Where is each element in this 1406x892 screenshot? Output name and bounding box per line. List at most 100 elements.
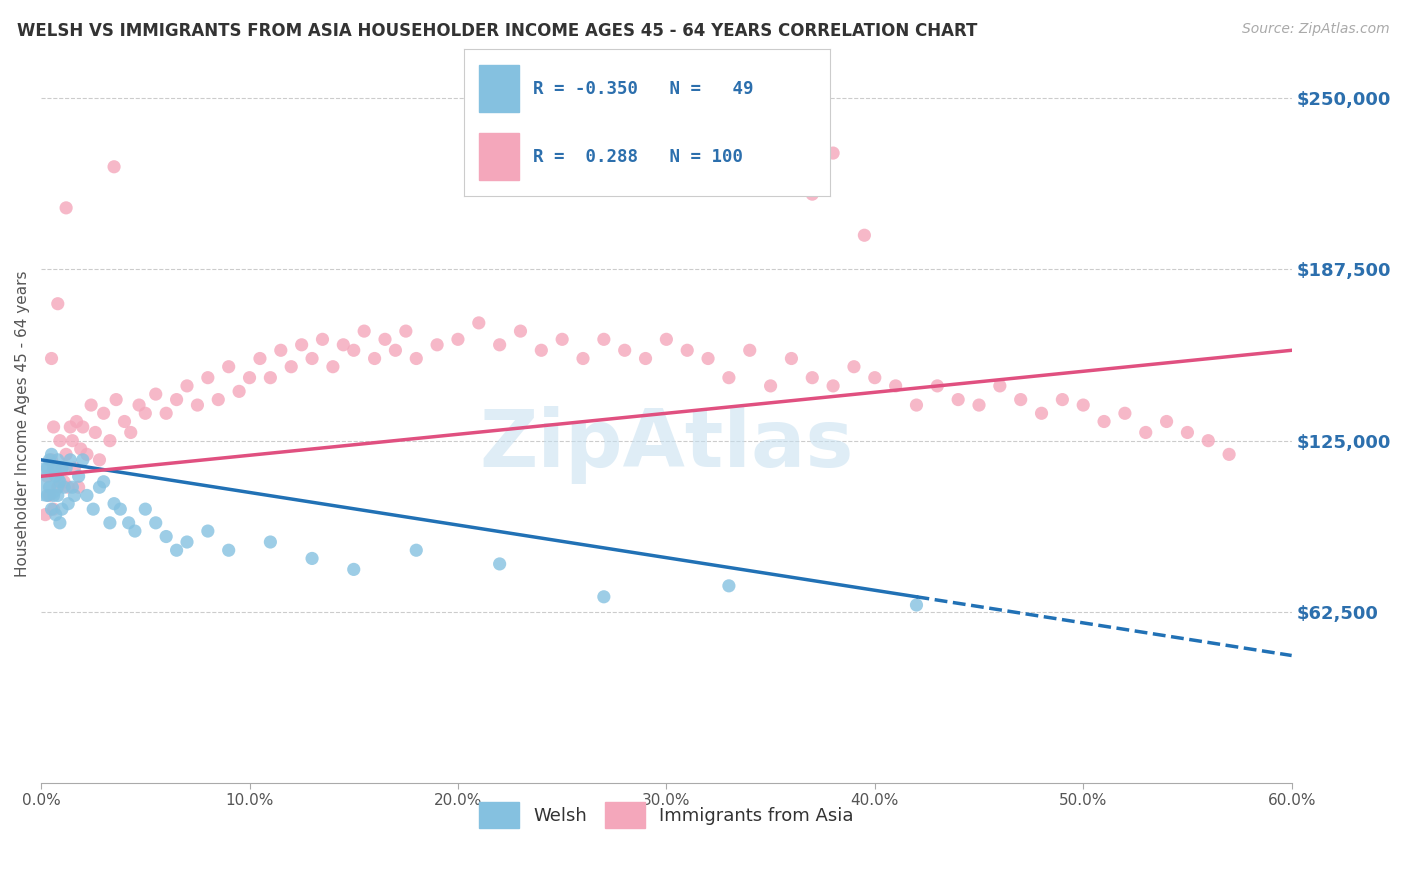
Point xyxy=(60,434,83,448)
Point xyxy=(41,502,63,516)
Point xyxy=(38,453,60,467)
Point xyxy=(530,343,553,358)
Point xyxy=(72,420,94,434)
Point xyxy=(46,480,69,494)
Point xyxy=(59,453,82,467)
Point xyxy=(93,406,115,420)
Point xyxy=(1031,406,1053,420)
Point xyxy=(38,488,60,502)
Point xyxy=(1092,415,1115,429)
Point xyxy=(384,343,406,358)
Point xyxy=(927,379,949,393)
Text: ZipAtlas: ZipAtlas xyxy=(479,406,853,484)
Point xyxy=(509,324,531,338)
Point xyxy=(34,508,56,522)
Point xyxy=(76,488,98,502)
Point xyxy=(166,543,188,558)
Point xyxy=(249,351,271,366)
Point xyxy=(301,351,323,366)
Text: WELSH VS IMMIGRANTS FROM ASIA HOUSEHOLDER INCOME AGES 45 - 64 YEARS CORRELATION : WELSH VS IMMIGRANTS FROM ASIA HOUSEHOLDE… xyxy=(17,22,977,40)
Point xyxy=(55,461,77,475)
Point xyxy=(93,475,115,489)
Point xyxy=(98,516,121,530)
Point xyxy=(280,359,302,374)
Point xyxy=(853,228,876,243)
Point xyxy=(634,351,657,366)
Point xyxy=(759,379,782,393)
Point xyxy=(738,343,761,358)
Point xyxy=(98,434,121,448)
Point xyxy=(468,316,491,330)
Point xyxy=(1052,392,1074,407)
Point xyxy=(134,502,156,516)
Point xyxy=(395,324,418,338)
Point xyxy=(49,475,72,489)
Point xyxy=(405,543,427,558)
Point xyxy=(76,447,98,461)
Y-axis label: Householder Income Ages 45 - 64 years: Householder Income Ages 45 - 64 years xyxy=(15,270,30,577)
Bar xyxy=(478,133,519,180)
Point xyxy=(82,502,104,516)
Point xyxy=(218,543,240,558)
Point xyxy=(405,351,427,366)
Point xyxy=(41,447,63,461)
Point xyxy=(447,332,470,346)
Point xyxy=(363,351,385,366)
Point xyxy=(1197,434,1219,448)
Point xyxy=(863,370,886,384)
Point xyxy=(207,392,229,407)
Point xyxy=(332,338,354,352)
Point xyxy=(45,461,67,475)
Point xyxy=(63,461,86,475)
Point xyxy=(801,370,824,384)
Point xyxy=(84,425,107,440)
Point xyxy=(291,338,314,352)
Point xyxy=(717,579,740,593)
Point xyxy=(426,338,449,352)
Point xyxy=(45,469,67,483)
Point xyxy=(967,398,990,412)
Point xyxy=(89,480,111,494)
Point xyxy=(42,420,65,434)
Text: Source: ZipAtlas.com: Source: ZipAtlas.com xyxy=(1241,22,1389,37)
Point xyxy=(155,529,177,543)
Point xyxy=(343,562,366,576)
Point xyxy=(103,497,125,511)
Point xyxy=(592,590,614,604)
Point xyxy=(353,324,375,338)
Point xyxy=(823,379,845,393)
Point xyxy=(1218,447,1240,461)
Point xyxy=(120,425,142,440)
Point xyxy=(166,392,188,407)
Point xyxy=(46,453,69,467)
Point xyxy=(842,359,865,374)
Point xyxy=(128,398,150,412)
Point xyxy=(51,461,73,475)
Point xyxy=(145,516,167,530)
Point xyxy=(42,461,65,475)
Point xyxy=(823,146,845,161)
Point xyxy=(41,453,63,467)
Point xyxy=(884,379,907,393)
Point xyxy=(572,351,595,366)
Point xyxy=(55,201,77,215)
Point xyxy=(53,475,76,489)
Point xyxy=(51,502,73,516)
Point xyxy=(67,469,90,483)
Point xyxy=(655,332,678,346)
Point xyxy=(374,332,396,346)
Point xyxy=(110,502,132,516)
Point xyxy=(134,406,156,420)
Point xyxy=(63,488,86,502)
Point xyxy=(46,488,69,502)
Point xyxy=(905,398,928,412)
Point xyxy=(67,480,90,494)
Point xyxy=(80,398,103,412)
Point xyxy=(270,343,292,358)
Point xyxy=(58,480,80,494)
Point xyxy=(51,461,73,475)
Point xyxy=(69,442,91,456)
Point xyxy=(592,332,614,346)
Point xyxy=(228,384,250,399)
Point xyxy=(34,475,56,489)
